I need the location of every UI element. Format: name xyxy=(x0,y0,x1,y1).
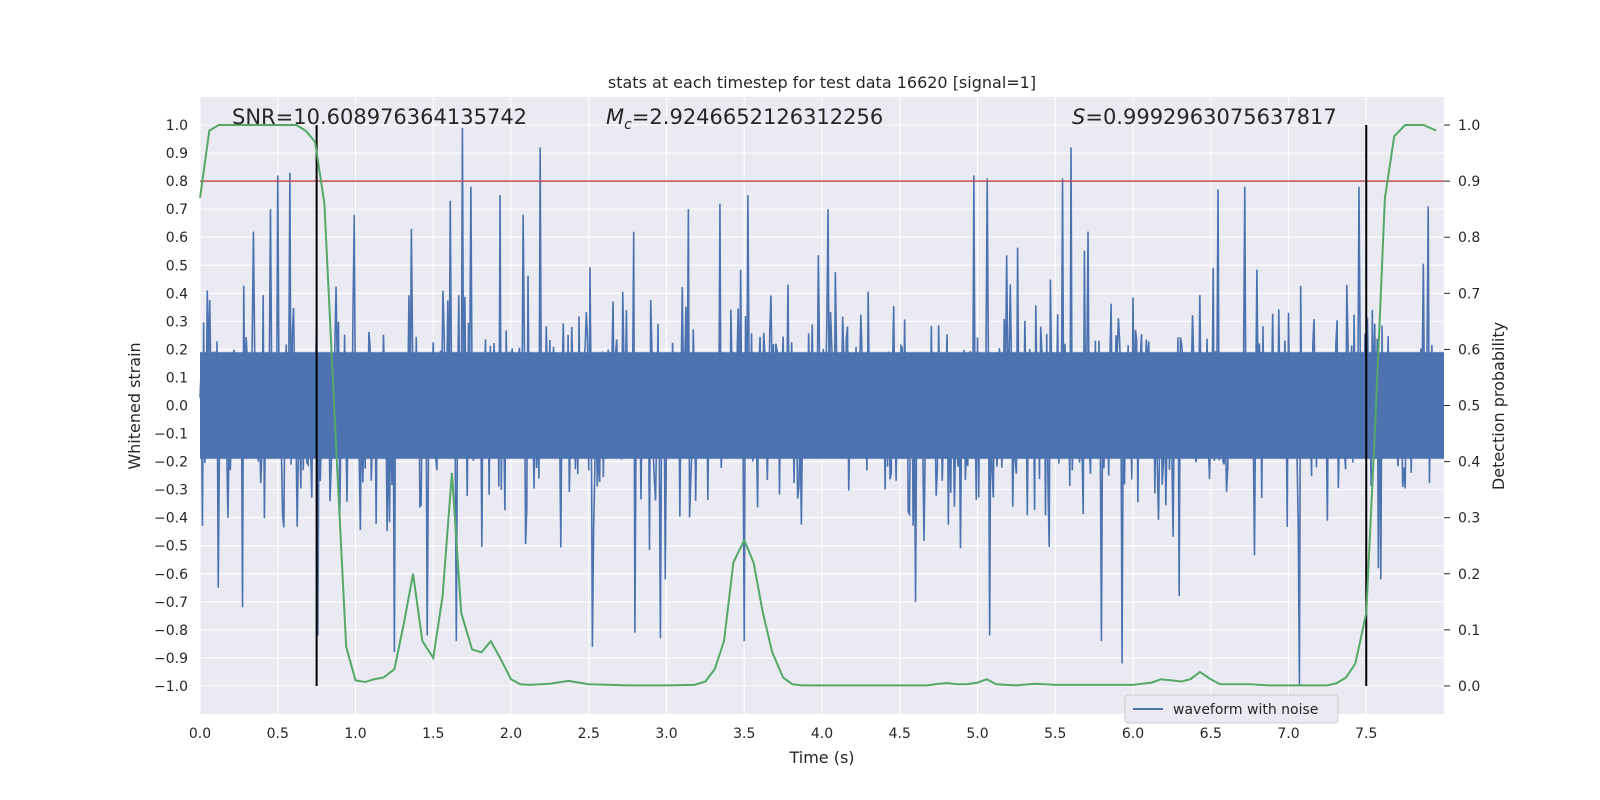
y-right-tick-label: 1.0 xyxy=(1458,118,1480,134)
x-tick-label: 6.5 xyxy=(1200,726,1222,742)
legend: waveform with noise xyxy=(1124,694,1339,724)
y-left-tick-label: 0.2 xyxy=(166,342,188,358)
x-tick-label: 1.5 xyxy=(422,726,444,742)
snr-annotation: SNR=10.608976364135742 xyxy=(232,105,527,129)
y-left-tick-label: −0.5 xyxy=(154,539,188,555)
x-tick-label: 3.0 xyxy=(655,726,677,742)
y-left-tick-label: −0.4 xyxy=(154,511,188,527)
x-tick-label: 7.0 xyxy=(1277,726,1299,742)
x-axis-label: Time (s) xyxy=(788,748,854,767)
y-right-tick-label: 0.6 xyxy=(1458,342,1480,358)
y-left-tick-label: 0.0 xyxy=(166,399,188,415)
y-right-tick-label: 0.9 xyxy=(1458,174,1480,190)
score-annotation: S=0.9992963075637817 xyxy=(1072,105,1337,129)
y-right-tick-label: 0.3 xyxy=(1458,511,1480,527)
chirp-mass-symbol: M xyxy=(606,105,624,129)
y-left-tick-label: −0.2 xyxy=(154,455,188,471)
y-right-tick-label: 0.0 xyxy=(1458,679,1480,695)
y-left-tick-label: −0.7 xyxy=(154,595,188,611)
y-left-tick-label: 0.7 xyxy=(166,202,188,218)
x-tick-label: 2.5 xyxy=(578,726,600,742)
y-left-tick-label: 0.4 xyxy=(166,286,188,302)
y-left-tick-label: 1.0 xyxy=(166,118,188,134)
axes: 0.0 0.5 1.0 1.5 2.0 2.5 3.0 3.5 4.0 4.5 5.0 5.5 6.0 6… xyxy=(154,118,1480,742)
y-right-tick-label: 0.8 xyxy=(1458,230,1480,246)
y-left-tick-label: −0.6 xyxy=(154,567,188,583)
chirp-mass-value: =2.9246652126312256 xyxy=(632,105,883,129)
waveform-line xyxy=(199,127,1444,686)
x-tick-label: 3.5 xyxy=(733,726,755,742)
y-axis-right-label: Detection probability xyxy=(1489,322,1508,490)
probability-line xyxy=(199,124,1437,687)
legend-label: waveform with noise xyxy=(1173,702,1318,718)
x-tick-label: 0.5 xyxy=(267,726,289,742)
y-right-tick-label: 0.7 xyxy=(1458,286,1480,302)
x-tick-label: 0.0 xyxy=(189,726,211,742)
y-left-tick-label: 0.1 xyxy=(166,370,188,386)
y-left-tick-label: −0.1 xyxy=(154,427,188,443)
score-symbol: S xyxy=(1072,105,1085,129)
x-tick-label: 7.5 xyxy=(1355,726,1377,742)
waveform-series xyxy=(199,127,1444,686)
score-value: =0.9992963075637817 xyxy=(1085,105,1336,129)
y-left-tick-label: −0.3 xyxy=(154,483,188,499)
y-left-tick-label: 0.9 xyxy=(166,146,188,162)
y-left-tick-label: 0.5 xyxy=(166,258,188,274)
y-left-tick-label: −0.9 xyxy=(154,651,188,667)
chirp-mass-subscript: c xyxy=(624,117,632,133)
legend-box xyxy=(1124,694,1339,724)
x-tick-label: 2.0 xyxy=(500,726,522,742)
y-right-tick-label: 0.1 xyxy=(1458,623,1480,639)
x-tick-label: 5.0 xyxy=(966,726,988,742)
y-right-tick-label: 0.2 xyxy=(1458,567,1480,583)
probability-series xyxy=(199,124,1437,687)
y-left-tick-label: 0.3 xyxy=(166,314,188,330)
x-tick-label: 1.0 xyxy=(344,726,366,742)
x-tick-label: 6.0 xyxy=(1122,726,1144,742)
y-right-tick-label: 0.5 xyxy=(1458,399,1480,415)
y-left-tick-label: −0.8 xyxy=(154,623,188,639)
y-axis-left-label: Whitened strain xyxy=(125,342,144,469)
chirp-mass-annotation: Mc=2.9246652126312256 xyxy=(606,105,883,133)
y-left-tick-label: 0.8 xyxy=(166,174,188,190)
y-left-tick-label: −1.0 xyxy=(154,679,188,695)
x-tick-label: 4.5 xyxy=(889,726,911,742)
x-tick-label: 4.0 xyxy=(811,726,833,742)
y-right-tick-label: 0.4 xyxy=(1458,455,1480,471)
x-tick-label: 5.5 xyxy=(1044,726,1066,742)
chart-title: stats at each timestep for test data 166… xyxy=(608,73,1036,92)
y-left-tick-label: 0.6 xyxy=(166,230,188,246)
